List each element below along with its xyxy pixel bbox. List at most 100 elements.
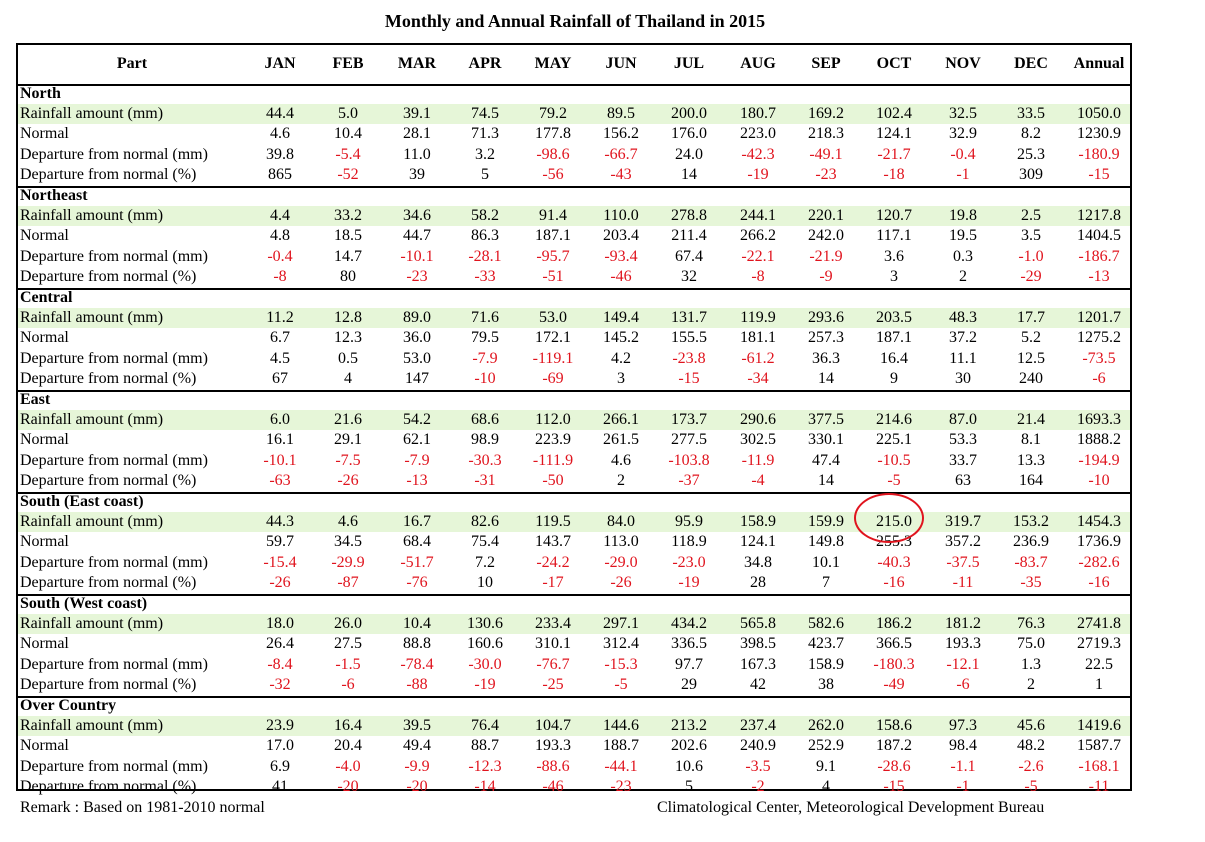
table-cell: -8.4 <box>267 656 293 673</box>
table-cell: 17.0 <box>266 737 294 754</box>
table-cell: 1404.5 <box>1077 227 1121 244</box>
table-cell: -9.9 <box>404 758 430 775</box>
table-cell: 242.0 <box>808 227 844 244</box>
table-row: Rainfall amount (mm) 23.9 16.4 39.5 76.4 104.… <box>18 716 1130 736</box>
table-cell: 4 <box>344 370 352 387</box>
source-credit: Climatological Center, Meteorological De… <box>657 799 1045 816</box>
table-cell: 176.0 <box>671 125 707 142</box>
table-cell: 29.1 <box>334 431 362 448</box>
table-cell: -1.0 <box>1018 248 1044 265</box>
table-cell: 29 <box>681 676 697 693</box>
table-cell: 215.0 <box>876 513 912 530</box>
row-label: Departure from normal (%) <box>20 574 197 591</box>
column-header: APR <box>468 55 502 72</box>
table-cell: -6 <box>956 676 970 693</box>
region-section: North Rainfall amount (mm) 44.4 5.0 39.1 74.5… <box>18 84 1130 188</box>
table-cell: 266.1 <box>603 411 639 428</box>
table-cell: 14.7 <box>334 248 362 265</box>
table-cell: 143.7 <box>535 533 571 550</box>
table-cell: -33 <box>474 268 496 285</box>
table-cell: 12.3 <box>334 329 362 346</box>
region-title: Over Country <box>20 697 117 714</box>
table-cell: 86.3 <box>471 227 499 244</box>
table-cell: 27.5 <box>334 635 362 652</box>
table-cell: 187.2 <box>876 737 912 754</box>
table-cell: 117.1 <box>876 227 912 244</box>
table-cell: -23.8 <box>672 350 706 367</box>
table-cell: 225.1 <box>876 431 912 448</box>
row-label: Rainfall amount (mm) <box>20 207 164 224</box>
table-cell: 240.9 <box>740 737 776 754</box>
table-cell: 18.0 <box>266 615 294 632</box>
table-cell: -4 <box>751 472 765 489</box>
table-cell: 14 <box>818 472 834 489</box>
table-row: Normal 4.8 18.5 44.7 86.3 187.1 203.4 211.4 266.… <box>18 226 1130 246</box>
table-cell: 36.3 <box>812 350 840 367</box>
table-cell: 1693.3 <box>1077 411 1121 428</box>
table-cell: 22.5 <box>1085 656 1113 673</box>
table-cell: -180.9 <box>1078 146 1120 163</box>
table-cell: 181.1 <box>740 329 776 346</box>
table-cell: -30.3 <box>468 452 502 469</box>
table-cell: 186.2 <box>876 615 912 632</box>
table-cell: 164 <box>1019 472 1043 489</box>
table-cell: -12.1 <box>946 656 980 673</box>
table-cell: 1217.8 <box>1077 207 1121 224</box>
column-header: NOV <box>945 55 981 72</box>
table-row: Departure from normal (%) 67 4 147 -10 -69 3 -1… <box>18 369 1130 389</box>
table-cell: -8 <box>273 268 287 285</box>
table-cell: -93.4 <box>604 248 638 265</box>
table-cell: 1 <box>1095 676 1103 693</box>
table-cell: 113.0 <box>603 533 639 550</box>
table-cell: -34 <box>747 370 769 387</box>
table-cell: -37.5 <box>946 554 980 571</box>
table-cell: -15 <box>883 778 905 795</box>
table-cell: 102.4 <box>876 105 912 122</box>
remark-note: Remark : Based on 1981-2010 normal <box>20 799 265 816</box>
table-cell: 278.8 <box>671 207 707 224</box>
table-cell: 214.6 <box>876 411 912 428</box>
table-cell: 377.5 <box>808 411 844 428</box>
table-cell: 41 <box>272 778 288 795</box>
region-title: South (West coast) <box>20 595 148 612</box>
table-cell: -51.7 <box>400 554 434 571</box>
table-cell: -15 <box>678 370 700 387</box>
table-cell: -10 <box>1088 472 1110 489</box>
table-cell: 12.8 <box>334 309 362 326</box>
table-cell: -19 <box>474 676 496 693</box>
row-label: Normal <box>20 125 69 142</box>
table-cell: -14 <box>474 778 496 795</box>
table-cell: 169.2 <box>808 105 844 122</box>
table-cell: 0.5 <box>338 350 358 367</box>
table-cell: 1050.0 <box>1077 105 1121 122</box>
table-cell: 53.0 <box>403 350 431 367</box>
row-label: Rainfall amount (mm) <box>20 513 164 530</box>
row-label: Departure from normal (%) <box>20 166 197 183</box>
table-cell: 188.7 <box>603 737 639 754</box>
table-cell: 98.9 <box>471 431 499 448</box>
table-row: Rainfall amount (mm) 18.0 26.0 10.4 130.6 233… <box>18 614 1130 634</box>
table-cell: 30 <box>955 370 971 387</box>
table-cell: -168.1 <box>1078 758 1120 775</box>
table-cell: 10.4 <box>334 125 362 142</box>
column-header: MAY <box>534 55 572 72</box>
table-cell: -4.0 <box>335 758 361 775</box>
table-cell: 58.2 <box>471 207 499 224</box>
table-cell: 19.8 <box>949 207 977 224</box>
column-header: Annual <box>1073 55 1125 72</box>
table-cell: -6 <box>341 676 355 693</box>
table-cell: -0.4 <box>950 146 976 163</box>
table-cell: 240 <box>1019 370 1043 387</box>
table-cell: -8 <box>751 268 765 285</box>
rainfall-table: Part JAN FEB MAR APR MAY JUN JUL AUG SEP OCT NOV DEC… <box>16 43 1132 795</box>
table-cell: 2 <box>617 472 625 489</box>
row-label: Departure from normal (%) <box>20 472 197 489</box>
table-cell: 1201.7 <box>1077 309 1121 326</box>
table-cell: 82.6 <box>471 513 499 530</box>
table-cell: 302.5 <box>740 431 776 448</box>
table-cell: -22.1 <box>741 248 775 265</box>
table-cell: -29.0 <box>604 554 638 571</box>
table-cell: 49.4 <box>403 737 431 754</box>
table-cell: 130.6 <box>467 615 503 632</box>
table-cell: 1454.3 <box>1077 513 1121 530</box>
